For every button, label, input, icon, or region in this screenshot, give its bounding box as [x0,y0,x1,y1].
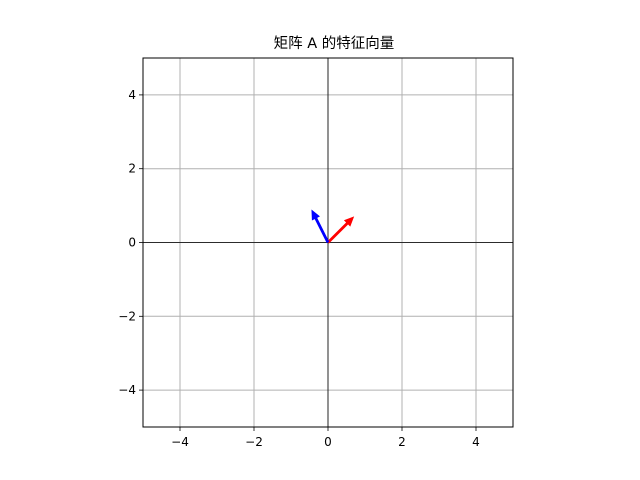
plot-area [142,57,514,428]
y-tick-label: 2 [128,162,136,176]
x-tick-label: 0 [324,435,332,449]
eigenvector-1 [327,216,355,244]
x-axis-ticks: −4 −2 0 2 4 [171,427,480,449]
x-tick-label: 2 [398,435,406,449]
vectors [311,209,355,244]
x-tick-label: −4 [171,435,189,449]
x-tick-label: 4 [472,435,480,449]
y-tick-label: 4 [128,88,136,102]
x-tick-label: −2 [245,435,263,449]
y-axis-ticks: −4 −2 0 2 4 [118,88,143,397]
eigenvector-arrow-2 [311,209,330,244]
y-tick-label: −2 [118,309,136,323]
eigenvector-arrow-1 [327,216,355,244]
y-tick-label: −4 [118,383,136,397]
chart-title: 矩阵 A 的特征向量 [274,35,395,52]
eigenvector-2 [311,209,330,244]
y-tick-label: 0 [128,236,136,250]
